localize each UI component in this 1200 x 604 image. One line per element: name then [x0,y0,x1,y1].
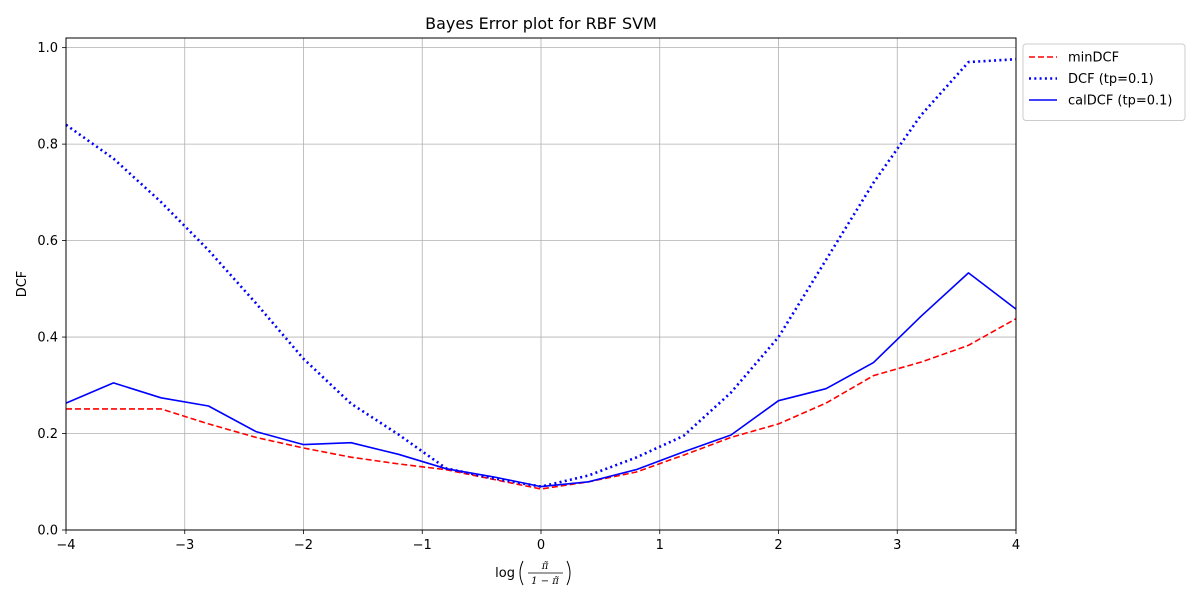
legend-label-3: calDCF (tp=0.1) [1068,94,1172,109]
x-tick-label: −1 [413,538,432,553]
x-axis-title-log: log [495,566,515,581]
x-axis-title: log π̃ 1 − π̃ [495,560,571,587]
x-tick-label: −2 [294,538,313,553]
series-line-1 [66,318,1017,490]
x-tick-label: 1 [656,538,664,553]
chart-title: Bayes Error plot for RBF SVM [425,14,657,33]
y-tick-label: 0.0 [37,524,58,539]
x-tick-label: 3 [893,538,901,553]
x-axis-title-denominator: 1 − π̃ [531,576,559,587]
grid-layer [65,38,1017,531]
tick-layer: −4 −3 −2 −1 0 1 2 3 4 0.0 0.2 0.4 0.6 0.8 1.0 [37,41,1020,553]
y-tick-label: 0.8 [37,138,58,153]
legend-label-2: DCF (tp=0.1) [1068,72,1154,87]
x-tick-label: 0 [537,538,545,553]
x-axis-title-left-paren [519,560,524,586]
legend-box [1022,43,1186,121]
y-tick-label: 0.4 [37,331,58,346]
y-tick-label: 0.2 [37,427,58,442]
x-tick-label: −3 [175,538,194,553]
series-layer [65,57,1017,490]
x-axis-title-numerator: π̃ [541,561,549,572]
legend: minDCF DCF (tp=0.1) calDCF (tp=0.1) [1022,43,1186,121]
series-line-3 [65,272,1017,488]
x-tick-label: −4 [56,538,75,553]
legend-label-1: minDCF [1068,51,1119,66]
x-axis-title-right-paren [566,560,571,586]
x-tick-label: 2 [774,538,782,553]
x-tick-label: 4 [1012,538,1020,553]
y-axis-title: DCF [15,271,30,298]
y-tick-label: 1.0 [37,41,58,56]
y-tick-label: 0.6 [37,234,58,249]
legend-items: minDCF DCF (tp=0.1) calDCF (tp=0.1) [1029,51,1172,109]
